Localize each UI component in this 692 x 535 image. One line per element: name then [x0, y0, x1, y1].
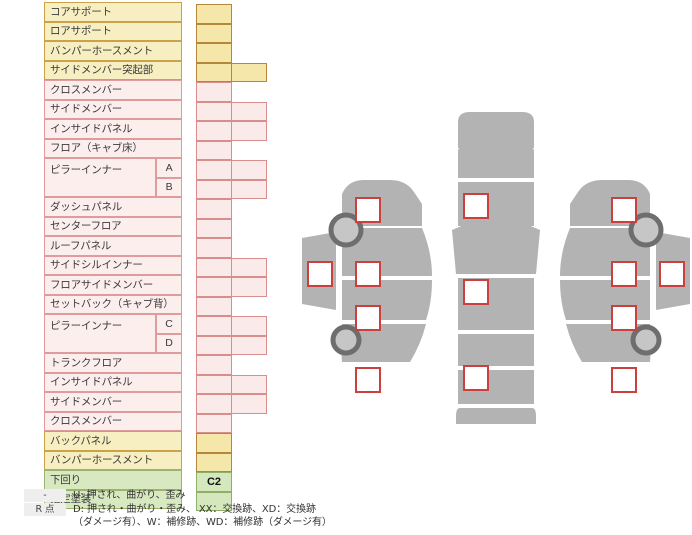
frame-inspection-table: コアサポート ロアサポート バンパーホースメント サイドメンバー突起部 クロスメンバーサ… [44, 2, 248, 509]
row-label: 指定塗装 [44, 489, 182, 509]
row-label: ダッシュパネル [44, 197, 182, 217]
table-row: センターフロア [44, 216, 248, 236]
row-label: サイドシルインナー [44, 255, 182, 275]
table-row: サイドメンバー突起部 [44, 60, 248, 80]
vehicle-left-side-view [302, 180, 432, 362]
row-label: サイドメンバー [44, 99, 182, 119]
row-label: セットバック（キャブ背） [44, 294, 182, 314]
row-label: バンパーホースメント [44, 41, 182, 61]
row-sublabel: D [156, 333, 182, 353]
inspection-marker [307, 261, 333, 287]
table-row: ダッシュパネル [44, 197, 248, 217]
table-row: サイドシルインナー [44, 255, 248, 275]
row-label: インサイドパネル [44, 119, 182, 139]
table-row: トランクフロア [44, 353, 248, 373]
table-row: コアサポート [44, 2, 248, 22]
table-row: セットバック（キャブ背） [44, 294, 248, 314]
legend-row-2: R 点 D: 押され・曲がり・歪み、 XX：交換跡、XD：交換跡 [24, 502, 444, 517]
table-row: バックパネル [44, 431, 248, 451]
row-label: サイドメンバー [44, 392, 182, 412]
row-label [44, 177, 156, 197]
table-row: ロアサポート [44, 21, 248, 41]
inspection-marker-group [307, 193, 685, 393]
table-row: バンパーホースメント [44, 41, 248, 61]
table-row: バンパーホースメント [44, 450, 248, 470]
row-label: センターフロア [44, 216, 182, 236]
table-row: B [44, 177, 248, 197]
table-row: 下回り [44, 470, 248, 490]
inspection-marker [355, 367, 381, 393]
inspection-marker [611, 261, 637, 287]
legend: - U: 押され、曲がり、歪み R 点 D: 押され・曲がり・歪み、 XX：交換… [24, 489, 444, 530]
legend-text-2: D: 押され・曲がり・歪み、 XX：交換跡、XD：交換跡 [73, 503, 316, 515]
table-row: ルーフパネル [44, 236, 248, 256]
row-label: フロアサイドメンバー [44, 275, 182, 295]
table-row: 指定塗装 [44, 489, 248, 509]
row-label: インサイドパネル [44, 372, 182, 392]
legend-text-2-continued: （ダメージ有）、W：補修跡、WD：補修跡（ダメージ有） [73, 517, 332, 528]
legend-key-rten: R 点 [24, 502, 66, 516]
table-row: ピラーインナー C [44, 314, 248, 334]
row-label: コアサポート [44, 2, 182, 22]
inspection-marker [611, 367, 637, 393]
inspection-marker [463, 279, 489, 305]
row-label: ピラーインナー [44, 314, 156, 334]
row-label: 下回り [44, 470, 182, 490]
row-label: サイドメンバー突起部 [44, 60, 182, 80]
row-sublabel: A [156, 158, 182, 178]
row-label: クロスメンバー [44, 80, 182, 100]
legend-key-dash: - [24, 489, 66, 502]
table-row: サイドメンバー [44, 392, 248, 412]
row-label: ピラーインナー [44, 158, 156, 178]
table-row: クロスメンバー [44, 411, 248, 431]
table-row: ピラーインナー A [44, 158, 248, 178]
table-row: クロスメンバー [44, 80, 248, 100]
row-sublabel: B [156, 177, 182, 197]
inspection-marker [463, 365, 489, 391]
table-row: インサイドパネル [44, 372, 248, 392]
inspection-marker [463, 193, 489, 219]
row-label: フロア（キャブ床） [44, 138, 182, 158]
row-label [44, 333, 156, 353]
inspection-marker [355, 261, 381, 287]
row-label: バックパネル [44, 431, 182, 451]
table-row: インサイドパネル [44, 119, 248, 139]
table-row: サイドメンバー [44, 99, 248, 119]
legend-text-1: U: 押され、曲がり、歪み [73, 490, 186, 501]
inspection-marker [611, 197, 637, 223]
row-label: ルーフパネル [44, 236, 182, 256]
table-row: D [44, 333, 248, 353]
inspection-marker [355, 197, 381, 223]
vehicle-diagram [300, 110, 692, 430]
row-label: トランクフロア [44, 353, 182, 373]
legend-row-1: - U: 押され、曲がり、歪み [24, 489, 444, 503]
row-label: クロスメンバー [44, 411, 182, 431]
table-row: フロアサイドメンバー [44, 275, 248, 295]
row-label: バンパーホースメント [44, 450, 182, 470]
frame-cell[interactable]: C2 [196, 472, 232, 492]
table-row: フロア（キャブ床） [44, 138, 248, 158]
wheel-group [328, 212, 664, 356]
inspection-marker [355, 305, 381, 331]
row-label: ロアサポート [44, 21, 182, 41]
inspection-marker [611, 305, 637, 331]
inspection-marker [659, 261, 685, 287]
row-sublabel: C [156, 314, 182, 334]
